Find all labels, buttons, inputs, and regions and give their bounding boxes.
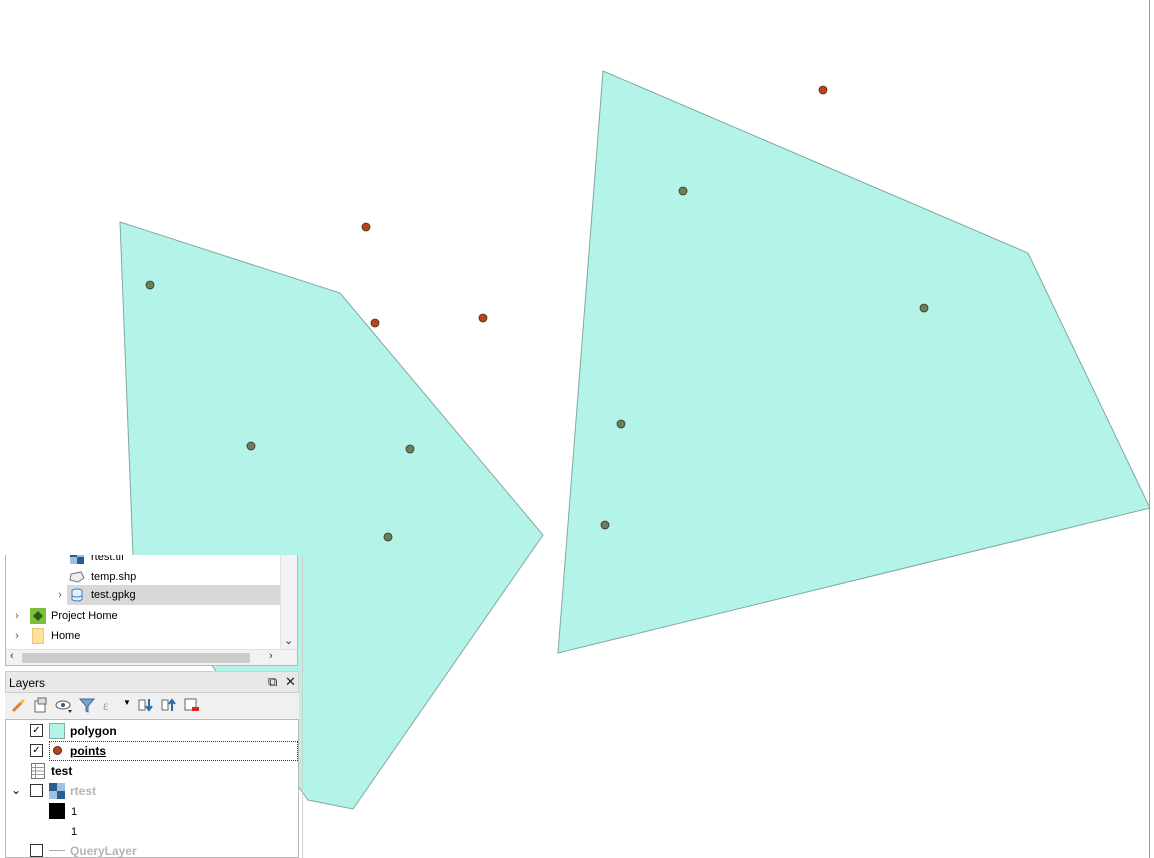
layer-name: QueryLayer [70,844,137,858]
browser-item-project-home[interactable]: › Project Home [6,606,282,626]
raster-icon [49,783,65,799]
chevron-right-icon[interactable]: › [269,650,273,662]
browser-item-test-gpkg[interactable]: › test.gpkg [58,585,282,605]
browser-vertical-scrollbar[interactable]: ⌄ [280,555,297,650]
scrollbar-thumb[interactable] [22,653,250,663]
raster-icon [70,555,84,564]
point-feature-outside [478,313,488,323]
layer-visibility-checkbox[interactable]: ✓ [30,744,43,757]
layer-name: rtest [70,784,97,798]
layers-panel-titlebar[interactable]: Layers ⧉ ✕ [5,671,299,693]
expression-filter-icon[interactable]: ε [101,695,119,715]
layer-name: points [70,744,106,758]
layer-item-polygon[interactable]: ✓ polygon [6,721,298,741]
table-icon [31,763,45,779]
legend-label: 1 [71,826,78,838]
layer-item-querylayer[interactable]: QueryLayer [6,841,298,858]
visibility-icon[interactable] [55,695,73,715]
close-icon[interactable]: ✕ [285,674,296,689]
layer-tree: ✓ polygon ✓ points test ⌄ rtest [5,719,299,858]
layer-name: polygon [70,724,117,738]
legend-black-swatch-icon [49,803,65,819]
vector-polygon-icon [69,571,85,583]
svg-text:ε: ε [103,699,109,714]
polygon-feature-right [557,70,1151,654]
project-home-icon [30,608,46,624]
line-icon [49,850,65,851]
chevron-down-icon[interactable]: ⌄ [284,635,294,647]
chevron-right-icon[interactable]: › [15,610,19,622]
legend-label: 1 [71,806,78,818]
browser-item-label: test.gpkg [91,589,136,601]
point-feature-inside [616,419,626,429]
point-feature-outside [370,318,380,328]
layer-visibility-checkbox[interactable]: ✓ [30,724,43,737]
browser-item-home[interactable]: › Home [6,626,282,646]
point-feature-inside [919,303,929,313]
chevron-right-icon[interactable]: › [15,630,19,642]
layer-item-test[interactable]: test [6,761,298,781]
layer-item-rtest[interactable]: ⌄ rtest [6,781,298,801]
legend-item: 1 [6,801,298,821]
chevron-down-icon[interactable]: ⌄ [11,783,22,797]
point-feature-inside [600,520,610,530]
folder-icon [32,628,44,644]
layer-item-focus-box [49,741,298,761]
dock-splitter[interactable] [302,555,303,858]
point-feature-inside [678,186,688,196]
chevron-right-icon[interactable]: › [58,589,62,601]
layers-panel: Layers ⧉ ✕ ε ▼ [5,671,299,858]
point-feature-inside [383,532,393,542]
layer-item-points[interactable]: ✓ points [6,741,298,761]
browser-item-label: temp.shp [91,571,137,583]
browser-item-label: Project Home [51,610,118,622]
geopackage-icon [71,588,83,602]
collapse-all-icon[interactable] [160,695,178,715]
right-splitter[interactable] [1149,0,1150,858]
remove-layer-icon[interactable] [183,695,201,715]
point-feature-inside [246,441,256,451]
browser-item-label: rtest.tif [91,555,125,563]
expand-all-icon[interactable] [137,695,155,715]
layer-visibility-checkbox[interactable] [30,784,43,797]
browser-item-rtest-tif[interactable]: rtest.tif [6,555,282,567]
layer-visibility-checkbox[interactable] [30,844,43,857]
browser-horizontal-scrollbar[interactable]: ‹ › [6,649,297,665]
filter-icon[interactable] [78,695,96,715]
points-layer [145,85,929,542]
point-feature-outside [818,85,828,95]
float-panel-icon[interactable]: ⧉ [268,674,278,689]
browser-item-temp-shp[interactable]: temp.shp [6,567,282,587]
layers-toolbar: ε ▼ [5,695,299,717]
point-feature-inside [145,280,155,290]
layer-name: test [51,764,73,778]
chevron-left-icon[interactable]: ‹ [10,650,14,662]
point-feature-outside [361,222,371,232]
style-manager-icon[interactable] [9,695,27,715]
add-group-icon[interactable] [32,695,50,715]
browser-panel: rtest.tif temp.shp › test.gpkg › Project… [5,555,298,666]
chevron-down-icon[interactable]: ▼ [123,698,131,707]
point-symbol-icon [53,746,62,755]
panel-title: Layers [9,676,46,690]
point-feature-inside [405,444,415,454]
polygon-symbol-icon [49,723,65,739]
legend-item: 1 [6,821,298,841]
browser-item-label: Home [51,630,81,642]
